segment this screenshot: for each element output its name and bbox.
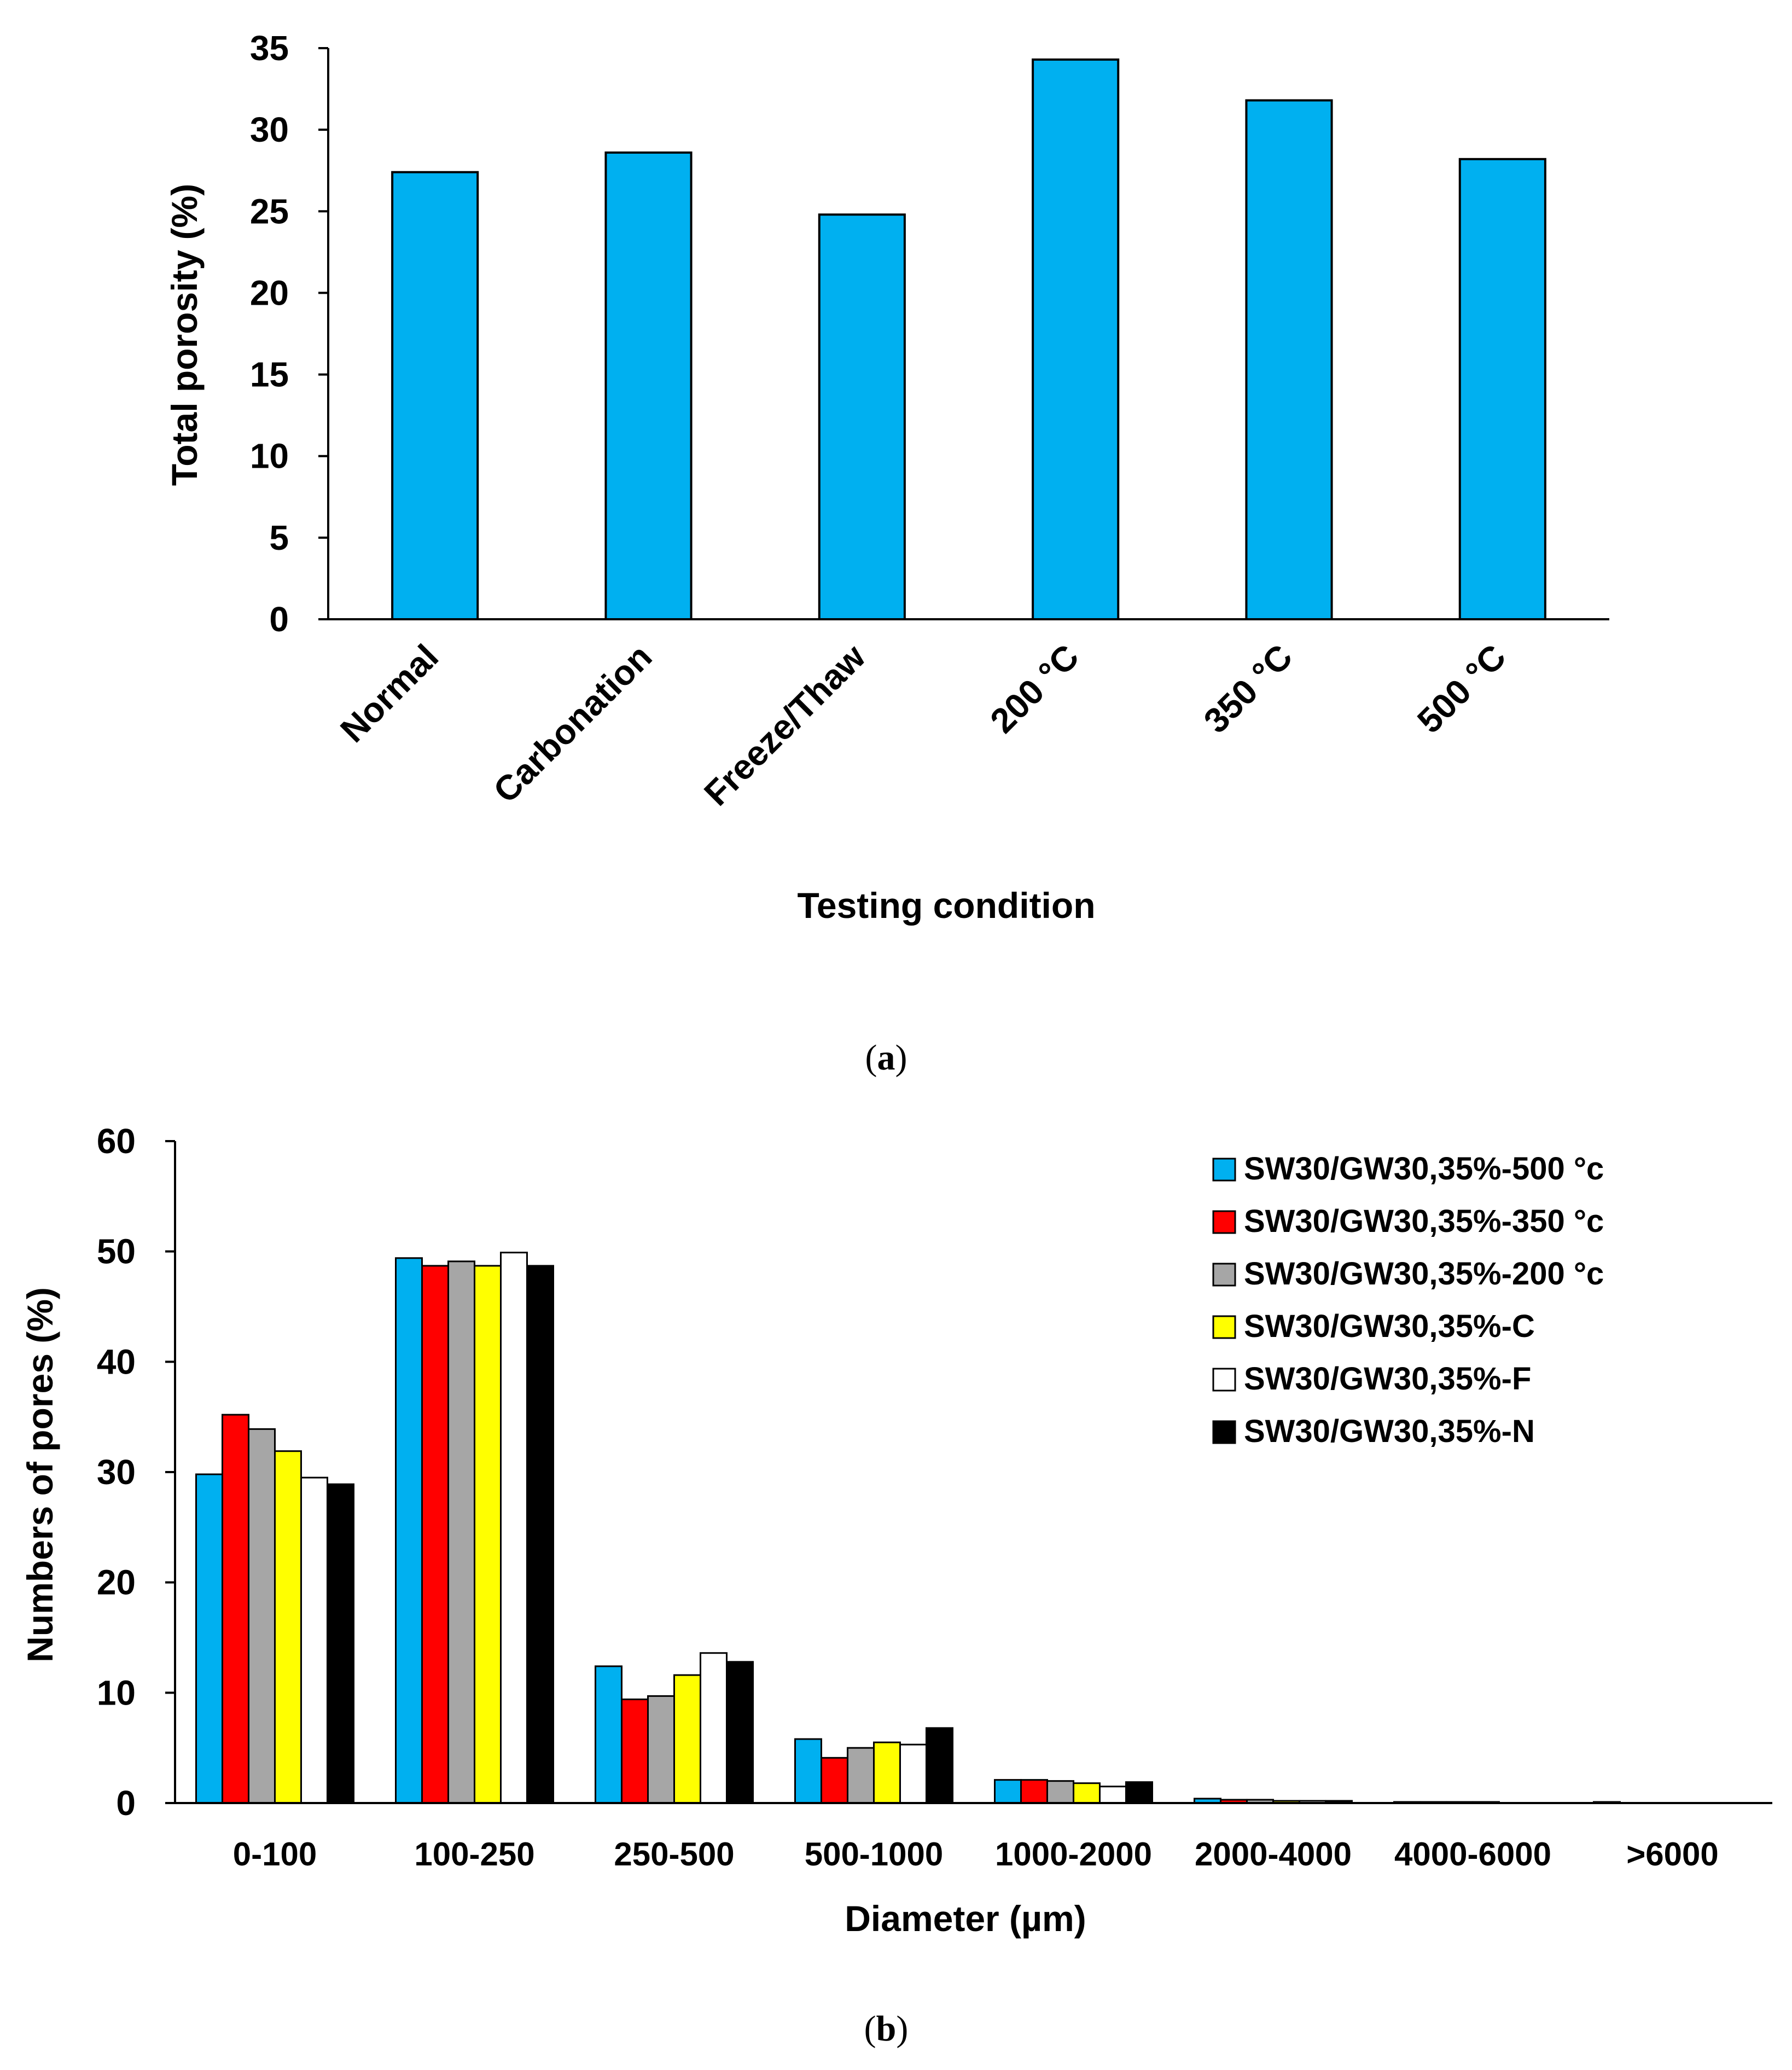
chart-a-x-axis-ticks: Normal Carbonation Freeze/Thaw 200 °C 350 °C… xyxy=(333,637,1513,813)
chart-a-total-porosity: 0 5 10 15 20 25 30 35 Normal Carbonation Freeze/T… xyxy=(164,28,1609,1078)
chart-b-bar-3-1 xyxy=(821,1757,848,1804)
chart-b-legend-label-2: SW30/GW30,35%-200 °c xyxy=(1244,1256,1604,1292)
chart-b-y-tick-label-1: 10 xyxy=(97,1673,136,1712)
chart-b-bar-1-3 xyxy=(474,1265,502,1804)
chart-b-legend-label-0: SW30/GW30,35%-500 °c xyxy=(1244,1151,1604,1187)
chart-b-x-axis-title: Diameter (µm) xyxy=(845,1898,1086,1939)
chart-a-y-tick-label-4: 20 xyxy=(250,273,289,312)
chart-b-bar-0-3 xyxy=(274,1450,302,1804)
chart-b-y-tick-label-0: 0 xyxy=(116,1783,136,1823)
chart-b-bar-3-5 xyxy=(926,1727,953,1804)
chart-a-y-tick-label-3: 15 xyxy=(250,355,289,394)
chart-b-x-tick-label-5: 2000-4000 xyxy=(1195,1836,1352,1873)
chart-b-bar-1-5 xyxy=(526,1265,554,1804)
chart-b-y-tick-label-6: 60 xyxy=(97,1121,136,1161)
chart-a-x-tick-label-0: Normal xyxy=(333,637,446,750)
chart-a-y-axis-ticks: 0 5 10 15 20 25 30 35 xyxy=(250,28,328,639)
chart-a-bar-4 xyxy=(1245,99,1333,621)
chart-b-bar-0-1 xyxy=(222,1414,249,1804)
chart-b-bar-1-4 xyxy=(500,1252,528,1804)
chart-b-bar-0-5 xyxy=(327,1483,354,1804)
chart-b-bar-4-3 xyxy=(1073,1782,1101,1804)
chart-a-x-tick-label-3: 200 °C xyxy=(982,637,1086,741)
chart-b-bar-1-1 xyxy=(421,1265,449,1804)
chart-b-x-tick-label-1: 100-250 xyxy=(414,1836,534,1873)
chart-a-x-tick-label-5: 500 °C xyxy=(1410,637,1514,741)
chart-b-bar-1-2 xyxy=(447,1260,475,1804)
chart-b-y-axis-ticks: 0 10 20 30 40 50 60 xyxy=(97,1121,175,1823)
chart-a-x-tick-label-4: 350 °C xyxy=(1196,637,1300,741)
chart-b-bar-2-3 xyxy=(673,1674,701,1804)
chart-b-legend-swatch-4 xyxy=(1212,1368,1236,1392)
chart-b-x-tick-label-7: >6000 xyxy=(1626,1836,1719,1873)
chart-b-bar-1-0 xyxy=(395,1257,423,1804)
chart-b-legend-label-3: SW30/GW30,35%-C xyxy=(1244,1309,1535,1344)
chart-b-bar-3-2 xyxy=(847,1747,875,1804)
chart-a-bars xyxy=(391,58,1546,621)
chart-b-bar-2-1 xyxy=(621,1698,649,1804)
chart-b-x-tick-label-4: 1000-2000 xyxy=(995,1836,1152,1873)
chart-a-y-tick-label-7: 35 xyxy=(250,28,289,68)
chart-b-bar-3-4 xyxy=(899,1743,927,1804)
chart-b-x-tick-label-6: 4000-6000 xyxy=(1394,1836,1551,1873)
chart-b-bar-2-2 xyxy=(647,1695,675,1804)
chart-a-bar-3 xyxy=(1032,58,1120,620)
chart-b-bar-0-4 xyxy=(300,1476,328,1804)
chart-a-y-tick-label-0: 0 xyxy=(269,600,289,639)
chart-b-bar-2-4 xyxy=(700,1652,728,1804)
chart-b-bar-0-2 xyxy=(248,1428,276,1804)
chart-b-bar-2-0 xyxy=(595,1665,622,1804)
chart-b-legend-swatch-5 xyxy=(1212,1420,1236,1444)
chart-a-bar-1 xyxy=(604,151,693,621)
chart-b-y-axis-title: Numbers of pores (%) xyxy=(20,1287,60,1662)
chart-b-y-tick-label-5: 50 xyxy=(97,1232,136,1271)
chart-b-bar-4-4 xyxy=(1099,1786,1127,1804)
chart-a-y-tick-label-2: 10 xyxy=(250,437,289,476)
chart-b-legend-label-5: SW30/GW30,35%-N xyxy=(1244,1414,1535,1449)
chart-a-x-tick-label-1: Carbonation xyxy=(486,637,659,810)
chart-a-bar-2 xyxy=(818,213,906,621)
chart-b-legend-swatch-0 xyxy=(1212,1158,1236,1182)
chart-b-y-tick-label-2: 20 xyxy=(97,1563,136,1602)
chart-a-y-tick-label-6: 30 xyxy=(250,110,289,149)
chart-a-x-tick-label-2: Freeze/Thaw xyxy=(696,637,873,813)
chart-b-legend: SW30/GW30,35%-500 °c SW30/GW30,35%-350 °c… xyxy=(1212,1151,1604,1449)
chart-b-bar-3-3 xyxy=(873,1741,901,1804)
chart-b-legend-swatch-2 xyxy=(1212,1263,1236,1287)
chart-b-bar-2-5 xyxy=(726,1661,754,1804)
chart-b-bar-4-2 xyxy=(1046,1780,1074,1804)
chart-a-bar-5 xyxy=(1458,158,1546,620)
chart-b-bar-0-0 xyxy=(195,1473,223,1804)
chart-b-x-tick-label-3: 500-1000 xyxy=(805,1836,944,1873)
chart-a-y-tick-label-5: 25 xyxy=(250,191,289,231)
chart-b-legend-label-1: SW30/GW30,35%-350 °c xyxy=(1244,1203,1604,1239)
chart-b-legend-label-4: SW30/GW30,35%-F xyxy=(1244,1361,1531,1397)
chart-b-x-tick-label-0: 0-100 xyxy=(233,1836,317,1873)
chart-b-bar-4-5 xyxy=(1125,1781,1153,1804)
chart-b-panel-label: (b) xyxy=(864,2009,909,2049)
chart-b-x-tick-label-2: 250-500 xyxy=(614,1836,734,1873)
chart-b-legend-swatch-1 xyxy=(1212,1210,1236,1234)
chart-a-panel-label: (a) xyxy=(865,1038,907,1078)
chart-a-y-tick-label-1: 5 xyxy=(269,518,289,557)
chart-b-pore-distribution: 0 10 20 30 40 50 60 0-100 100-250 250-500 500-100… xyxy=(20,1121,1772,2049)
chart-b-bar-4-0 xyxy=(994,1779,1022,1804)
chart-a-x-axis-title: Testing condition xyxy=(797,885,1095,926)
chart-b-legend-swatch-3 xyxy=(1212,1315,1236,1339)
chart-b-y-tick-label-3: 30 xyxy=(97,1452,136,1492)
chart-b-x-axis-ticks: 0-100 100-250 250-500 500-1000 1000-2000 2000… xyxy=(233,1836,1719,1873)
chart-b-y-tick-label-4: 40 xyxy=(97,1342,136,1381)
chart-a-bar-0 xyxy=(391,171,479,620)
chart-b-bar-4-1 xyxy=(1020,1779,1048,1804)
chart-a-y-axis-title: Total porosity (%) xyxy=(164,184,205,486)
chart-b-bar-3-0 xyxy=(794,1738,822,1804)
